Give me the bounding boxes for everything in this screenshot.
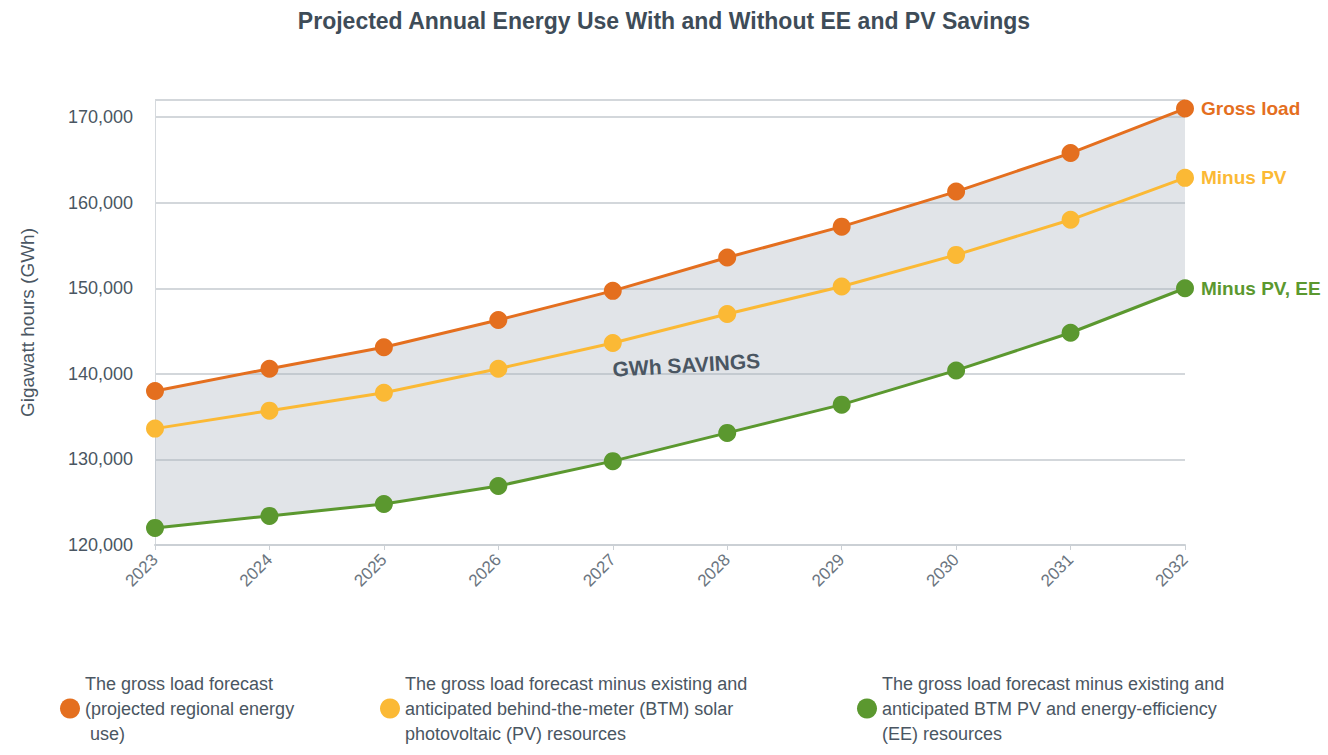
svg-text:160,000: 160,000 — [68, 193, 133, 213]
svg-text:2027: 2027 — [579, 550, 619, 590]
svg-text:The gross load forecast minus: The gross load forecast minus existing a… — [405, 674, 752, 694]
svg-text:140,000: 140,000 — [68, 364, 133, 384]
svg-text:2028: 2028 — [694, 550, 734, 590]
svg-text:2030: 2030 — [923, 550, 963, 590]
svg-text:The gross load forecast minus: The gross load forecast minus existing a… — [882, 674, 1229, 694]
svg-text:120,000: 120,000 — [68, 535, 133, 555]
svg-text:130,000: 130,000 — [68, 449, 133, 469]
svg-text:(EE) resources: (EE) resources — [882, 724, 1002, 744]
svg-text:use): use) — [85, 724, 125, 744]
svg-text:Gigawatt hours (GWh): Gigawatt hours (GWh) — [17, 228, 38, 417]
svg-text:150,000: 150,000 — [68, 278, 133, 298]
svg-text:2024: 2024 — [236, 550, 276, 590]
svg-text:170,000: 170,000 — [68, 107, 133, 127]
svg-text:The gross load forecast: The gross load forecast — [85, 674, 278, 694]
svg-text:2032: 2032 — [1152, 550, 1192, 590]
svg-text:anticipated behind-the-meter (: anticipated behind-the-meter (BTM) solar — [405, 699, 738, 719]
svg-text:2025: 2025 — [350, 550, 390, 590]
svg-text:Projected Annual Energy Use Wi: Projected Annual Energy Use With and Wit… — [298, 8, 1030, 34]
svg-text:Minus PV, EE: Minus PV, EE — [1201, 278, 1321, 299]
svg-text:photovoltaic (PV) resources: photovoltaic (PV) resources — [405, 724, 626, 744]
svg-text:2023: 2023 — [122, 550, 162, 590]
svg-text:anticipated BTM PV and energy-: anticipated BTM PV and energy-efficiency — [882, 699, 1222, 719]
svg-text:Minus PV: Minus PV — [1201, 167, 1287, 188]
svg-text:Gross load: Gross load — [1201, 98, 1300, 119]
svg-text:2031: 2031 — [1037, 550, 1077, 590]
svg-text:2029: 2029 — [808, 550, 848, 590]
svg-text:GWh SAVINGS: GWh SAVINGS — [612, 349, 761, 381]
svg-text:(projected regional energy: (projected regional energy — [85, 699, 294, 719]
svg-text:2026: 2026 — [465, 550, 505, 590]
